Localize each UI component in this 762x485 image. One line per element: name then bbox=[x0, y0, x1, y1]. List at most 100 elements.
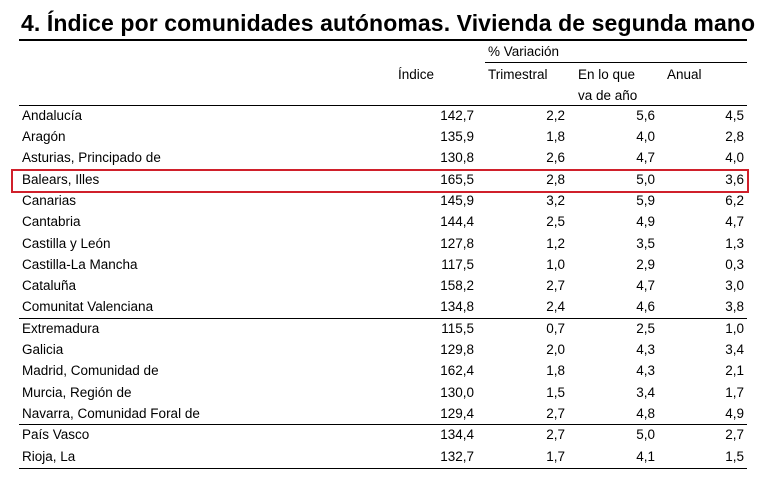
table-row: Comunitat Valenciana 134,8 2,4 4,6 3,8 bbox=[19, 297, 747, 318]
column-header-ytd-line2: va de año bbox=[578, 88, 638, 103]
anual-value: 1,3 bbox=[725, 236, 744, 251]
anual-value: 3,6 bbox=[725, 172, 744, 187]
anual-value: 0,3 bbox=[725, 257, 744, 272]
trimestral-value: 2,7 bbox=[546, 427, 565, 442]
table-row: Extremadura 115,5 0,7 2,5 1,0 bbox=[19, 319, 747, 340]
trimestral-value: 1,8 bbox=[546, 129, 565, 144]
ytd-value: 5,9 bbox=[636, 193, 655, 208]
region-name: País Vasco bbox=[22, 427, 90, 442]
trimestral-value: 2,8 bbox=[546, 172, 565, 187]
indice-value: 165,5 bbox=[440, 172, 474, 187]
indice-value: 158,2 bbox=[440, 278, 474, 293]
ytd-value: 5,0 bbox=[636, 427, 655, 442]
anual-value: 1,7 bbox=[725, 385, 744, 400]
table-row: Madrid, Comunidad de 162,4 1,8 4,3 2,1 bbox=[19, 361, 747, 382]
anual-value: 3,0 bbox=[725, 278, 744, 293]
group-separator-rule bbox=[19, 318, 747, 319]
table-row: Castilla y León 127,8 1,2 3,5 1,3 bbox=[19, 234, 747, 255]
region-name: Castilla y León bbox=[22, 236, 111, 251]
ytd-value: 5,6 bbox=[636, 108, 655, 123]
indice-value: 129,4 bbox=[440, 406, 474, 421]
header-bottom-rule bbox=[19, 105, 747, 106]
indice-value: 134,4 bbox=[440, 427, 474, 442]
indice-value: 130,8 bbox=[440, 150, 474, 165]
ytd-value: 4,3 bbox=[636, 342, 655, 357]
variation-group-rule bbox=[485, 62, 747, 63]
anual-value: 3,4 bbox=[725, 342, 744, 357]
ytd-value: 4,3 bbox=[636, 363, 655, 378]
page-title: 4. Índice por comunidades autónomas. Viv… bbox=[21, 10, 756, 36]
region-name: Aragón bbox=[22, 129, 66, 144]
anual-value: 1,5 bbox=[725, 449, 744, 464]
trimestral-value: 3,2 bbox=[546, 193, 565, 208]
ytd-value: 4,6 bbox=[636, 299, 655, 314]
region-name: Canarias bbox=[22, 193, 77, 208]
table-row: Murcia, Región de 130,0 1,5 3,4 1,7 bbox=[19, 383, 747, 404]
anual-value: 4,5 bbox=[725, 108, 744, 123]
anual-value: 2,1 bbox=[725, 363, 744, 378]
trimestral-value: 2,4 bbox=[546, 299, 565, 314]
table-row: Cantabria 144,4 2,5 4,9 4,7 bbox=[19, 212, 747, 233]
column-header-ytd-line1: En lo que bbox=[578, 67, 636, 82]
region-name: Andalucía bbox=[22, 108, 83, 123]
group-separator-rule bbox=[19, 424, 747, 425]
trimestral-value: 2,6 bbox=[546, 150, 565, 165]
table-row: Navarra, Comunidad Foral de 129,4 2,7 4,8 4,… bbox=[19, 404, 747, 425]
region-name: Galicia bbox=[22, 342, 64, 357]
trimestral-value: 1,0 bbox=[546, 257, 565, 272]
ytd-value: 2,9 bbox=[636, 257, 655, 272]
ytd-value: 4,9 bbox=[636, 214, 655, 229]
indice-value: 130,0 bbox=[440, 385, 474, 400]
group-separator-rule bbox=[19, 468, 747, 469]
anual-value: 4,7 bbox=[725, 214, 744, 229]
column-header-indice: Índice bbox=[398, 67, 435, 82]
trimestral-value: 2,5 bbox=[546, 214, 565, 229]
anual-value: 4,9 bbox=[725, 406, 744, 421]
anual-value: 2,7 bbox=[725, 427, 744, 442]
anual-value: 4,0 bbox=[725, 150, 744, 165]
anual-value: 1,0 bbox=[725, 321, 744, 336]
highlight-box bbox=[11, 169, 749, 193]
indice-value: 117,5 bbox=[441, 257, 474, 272]
table-row: Galicia 129,8 2,0 4,3 3,4 bbox=[19, 340, 747, 361]
anual-value: 6,2 bbox=[725, 193, 744, 208]
region-name: Navarra, Comunidad Foral de bbox=[22, 406, 200, 421]
trimestral-value: 1,5 bbox=[546, 385, 565, 400]
ytd-value: 4,7 bbox=[636, 150, 655, 165]
ytd-value: 3,5 bbox=[636, 236, 655, 251]
table-row: Andalucía 142,7 2,2 5,6 4,5 bbox=[19, 106, 747, 127]
ytd-value: 4,8 bbox=[636, 406, 655, 421]
table-row: País Vasco 134,4 2,7 5,0 2,7 bbox=[19, 425, 747, 446]
title-underline bbox=[19, 39, 747, 41]
table-row: Balears, Illes 165,5 2,8 5,0 3,6 bbox=[19, 170, 747, 191]
trimestral-value: 2,7 bbox=[546, 278, 565, 293]
region-name: Cataluña bbox=[22, 278, 77, 293]
trimestral-value: 2,0 bbox=[546, 342, 565, 357]
trimestral-value: 1,2 bbox=[546, 236, 565, 251]
ytd-value: 3,4 bbox=[636, 385, 655, 400]
trimestral-value: 2,7 bbox=[546, 406, 565, 421]
indice-value: 115,5 bbox=[441, 321, 474, 336]
indice-value: 142,7 bbox=[440, 108, 474, 123]
region-name: Rioja, La bbox=[22, 449, 76, 464]
table-row: Aragón 135,9 1,8 4,0 2,8 bbox=[19, 127, 747, 148]
trimestral-value: 2,2 bbox=[546, 108, 565, 123]
region-name: Castilla-La Mancha bbox=[22, 257, 138, 272]
anual-value: 2,8 bbox=[725, 129, 744, 144]
trimestral-value: 0,7 bbox=[546, 321, 565, 336]
indice-value: 127,8 bbox=[440, 236, 474, 251]
indice-value: 162,4 bbox=[440, 363, 474, 378]
region-name: Madrid, Comunidad de bbox=[22, 363, 159, 378]
variation-group-header: % Variación bbox=[488, 44, 560, 59]
region-name: Asturias, Principado de bbox=[22, 150, 161, 165]
table-row: Cataluña 158,2 2,7 4,7 3,0 bbox=[19, 276, 747, 297]
indice-value: 134,8 bbox=[440, 299, 474, 314]
indice-value: 129,8 bbox=[440, 342, 474, 357]
ytd-value: 4,1 bbox=[636, 449, 655, 464]
ytd-value: 4,0 bbox=[636, 129, 655, 144]
ytd-value: 2,5 bbox=[636, 321, 655, 336]
region-name: Balears, Illes bbox=[22, 172, 100, 187]
trimestral-value: 1,7 bbox=[546, 449, 565, 464]
anual-value: 3,8 bbox=[725, 299, 744, 314]
region-name: Murcia, Región de bbox=[22, 385, 132, 400]
